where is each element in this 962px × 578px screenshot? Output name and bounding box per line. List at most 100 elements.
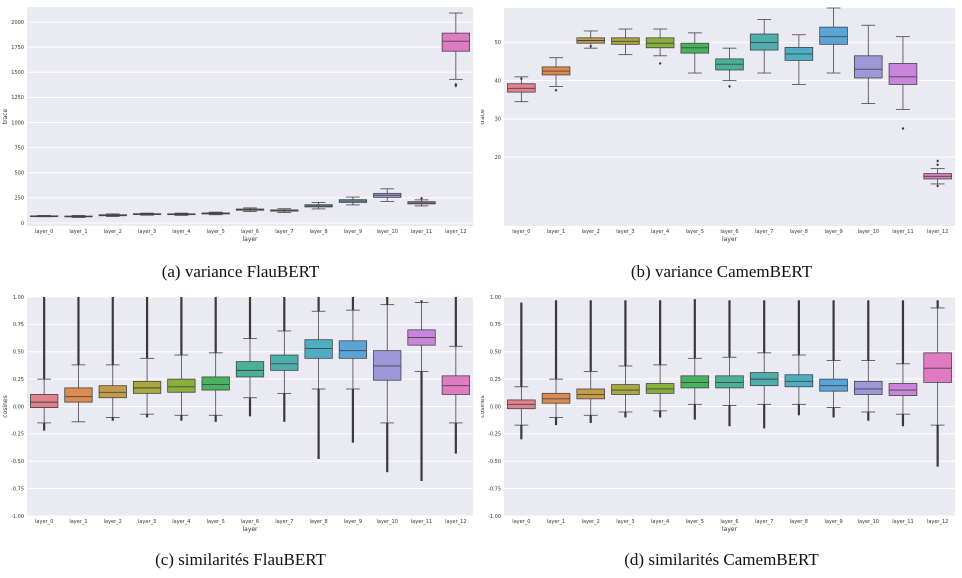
outlier-point	[658, 61, 662, 66]
box-body	[819, 378, 848, 392]
x-tick-label: layer_1	[69, 229, 87, 235]
y-tick-label: 1750	[11, 45, 24, 51]
y-tick-label: -1.00	[11, 514, 24, 520]
box-body	[64, 387, 93, 403]
box-layer_7	[270, 208, 299, 213]
x-tick-label: layer_9	[824, 519, 842, 525]
box-layer_0	[30, 297, 59, 431]
box-layer_3	[132, 297, 162, 418]
outlier-point	[936, 163, 940, 167]
box-layer_6	[235, 297, 265, 417]
box-body	[132, 380, 162, 394]
outlier-point	[728, 84, 731, 89]
y-tick-label: 30	[495, 117, 501, 123]
y-axis-label: cosines	[2, 395, 9, 417]
box-body	[201, 376, 230, 391]
x-tick-label: layer_5	[207, 229, 225, 235]
box-layer_11	[407, 196, 436, 207]
box-body	[98, 385, 127, 399]
y-tick-label: 0.00	[13, 404, 24, 410]
box-layer_11	[407, 300, 436, 481]
box-layer_2	[98, 213, 127, 217]
box-layer_7	[270, 297, 299, 422]
box-layer_2	[576, 30, 606, 49]
box-body	[645, 383, 675, 394]
x-tick-label: layer_7	[755, 519, 773, 525]
x-tick-label: layer_7	[275, 229, 293, 235]
y-tick-label: 1.00	[490, 295, 501, 301]
y-tick-label: 0.50	[13, 350, 24, 356]
caption-c: (c) similarités FlauBERT	[155, 550, 326, 569]
box-layer_12	[441, 12, 470, 88]
box-body	[680, 375, 710, 389]
y-tick-label: 0.75	[490, 322, 501, 328]
outlier-point	[519, 77, 523, 81]
x-axis-label: layer	[722, 236, 738, 243]
box-layer_6	[235, 207, 265, 212]
x-tick-label: layer_12	[445, 229, 466, 235]
y-tick-label: 50	[495, 40, 501, 46]
box-body	[576, 388, 606, 400]
chart-similarites-flaubert: -1.00 -0.75 -0.50 -0.25 0.00 0.25 0.50 0.75 1.00…	[2, 295, 473, 533]
box-body	[784, 374, 814, 388]
x-tick-label: layer_0	[512, 229, 530, 235]
x-tick-label: layer_5	[686, 229, 704, 235]
chart-variance-camembert: 20 30 40 50 layer trace layer_0 layer_1 layer_2 l…	[481, 7, 955, 243]
box-layer_10	[853, 300, 883, 421]
box-body	[888, 383, 918, 396]
x-tick-label: layer_1	[547, 519, 565, 525]
box-layer_2	[98, 297, 127, 421]
x-tick-label: layer_9	[344, 519, 362, 525]
caption-d: (d) similarités CamemBERT	[624, 550, 819, 569]
outlier-point	[901, 126, 905, 131]
box-layer_1	[541, 57, 571, 92]
x-tick-label: layer_3	[616, 519, 634, 525]
box-layer_0	[30, 215, 59, 218]
y-tick-label: 0	[21, 221, 24, 227]
y-tick-label: -0.75	[11, 486, 24, 492]
box-body	[611, 384, 640, 395]
box-layer_0	[507, 302, 536, 440]
y-tick-label: 1250	[11, 95, 24, 101]
x-tick-label: layer_3	[138, 519, 156, 525]
caption-b: (b) variance CamemBERT	[630, 262, 813, 281]
y-tick-label: 0.25	[13, 377, 24, 383]
y-tick-label: 750	[14, 145, 24, 151]
x-tick-label: layer_0	[35, 229, 53, 235]
box-layer_3	[611, 300, 640, 418]
box-body	[853, 55, 883, 79]
x-axis-label: layer	[242, 526, 258, 533]
box-layer_3	[611, 28, 640, 56]
y-tick-label: 0.75	[13, 322, 24, 328]
box-body	[338, 340, 368, 359]
box-layer_7	[749, 300, 779, 429]
y-tick-label: 2000	[11, 20, 24, 26]
box-layer_9	[819, 7, 848, 74]
x-tick-label: layer_3	[616, 229, 634, 235]
box-layer_8	[304, 297, 333, 460]
x-tick-label: layer_8	[790, 519, 808, 525]
x-tick-label: layer_12	[927, 229, 948, 235]
box-layer_4	[645, 300, 675, 418]
x-tick-label: layer_2	[582, 229, 600, 235]
y-tick-label: 500	[14, 171, 24, 177]
x-tick-label: layer_5	[686, 519, 704, 525]
x-tick-label: layer_7	[275, 519, 293, 525]
box-layer_11	[888, 300, 918, 427]
x-tick-label: layer_4	[651, 229, 669, 235]
box-body	[888, 63, 918, 85]
y-tick-label: 250	[14, 196, 24, 202]
box-layer_5	[680, 299, 710, 420]
plot-background	[27, 7, 473, 226]
plot-background	[504, 8, 955, 226]
x-tick-label: layer_10	[377, 229, 398, 235]
box-layer_10	[373, 188, 402, 202]
box-layer_6	[715, 300, 744, 427]
box-layer_1	[64, 215, 93, 218]
x-tick-label: layer_0	[512, 519, 530, 525]
x-tick-label: layer_10	[858, 229, 879, 235]
x-tick-label: layer_0	[35, 519, 53, 525]
box-layer_1	[541, 300, 571, 426]
outlier-point	[589, 44, 593, 48]
x-tick-label: layer_10	[377, 519, 398, 525]
